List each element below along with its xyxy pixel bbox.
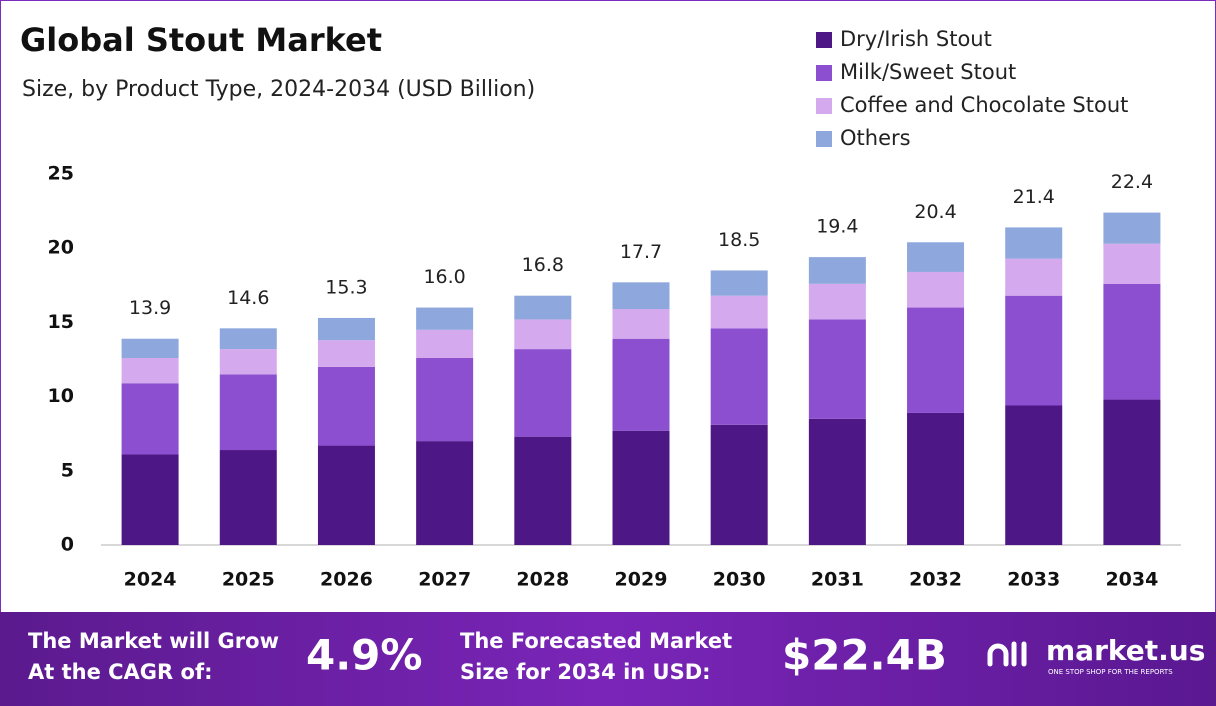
legend-label: Dry/Irish Stout [840, 27, 992, 51]
bar-segment [317, 445, 375, 545]
bar-segment [219, 374, 277, 451]
x-tick-label: 2027 [418, 569, 471, 591]
chart-title: Global Stout Market [20, 21, 382, 59]
bar-segment [1005, 258, 1063, 296]
total-label: 21.4 [1013, 186, 1055, 208]
bar-segment [416, 441, 474, 545]
forecast-text: The Forecasted Market [460, 629, 732, 653]
cagr-text: At the CAGR of: [28, 660, 213, 684]
y-tick-label: 25 [48, 163, 74, 185]
legend-swatch [816, 32, 832, 48]
y-tick-label: 5 [61, 459, 74, 481]
y-tick-label: 15 [48, 311, 74, 333]
bar-segment [416, 329, 474, 359]
bar-segment [1103, 212, 1161, 244]
legend-label: Coffee and Chocolate Stout [840, 93, 1128, 117]
bar-segment [907, 307, 965, 413]
bar-segment [219, 328, 277, 350]
cagr-value: 4.9% [306, 631, 422, 680]
x-tick-label: 2029 [615, 569, 668, 591]
bar-segment [317, 340, 375, 367]
legend-label: Milk/Sweet Stout [840, 60, 1016, 84]
forecast-value: $22.4B [782, 631, 947, 680]
x-tick-label: 2028 [516, 569, 569, 591]
bar-segment [808, 418, 866, 545]
x-tick-label: 2030 [713, 569, 766, 591]
y-tick-label: 20 [48, 237, 74, 259]
bar-segment [612, 338, 670, 431]
total-label: 13.9 [129, 297, 171, 319]
bar-segment [808, 319, 866, 419]
bar-segment [514, 295, 572, 320]
logo-icon [987, 641, 1027, 667]
total-label: 18.5 [718, 229, 760, 251]
logo-tagline: ONE STOP SHOP FOR THE REPORTS [1048, 668, 1173, 676]
bar-segment [710, 328, 768, 425]
legend-swatch [816, 65, 832, 81]
total-label: 22.4 [1111, 171, 1153, 193]
total-label: 16.0 [423, 266, 465, 288]
bar-segment [219, 450, 277, 545]
bar-segment [612, 309, 670, 339]
logo: market.us [1046, 634, 1205, 667]
bar-segment [514, 319, 572, 350]
bar-segment [907, 271, 965, 308]
legend-swatch [816, 98, 832, 114]
bar-segment [416, 358, 474, 442]
x-tick-label: 2025 [222, 569, 275, 591]
bar-segment [1103, 399, 1161, 545]
bar-segment [121, 383, 179, 455]
bar-segment [416, 307, 474, 330]
footer-band [0, 612, 1216, 706]
y-tick-label: 0 [61, 534, 74, 556]
legend-label: Others [840, 126, 911, 150]
bar-segment [514, 436, 572, 545]
bar-segment [121, 358, 179, 384]
x-tick-label: 2031 [811, 569, 864, 591]
cagr-text: The Market will Grow [28, 629, 279, 653]
x-tick-label: 2026 [320, 569, 373, 591]
bar-segment [1103, 283, 1161, 400]
bar-segment [317, 366, 375, 446]
legend-swatch [816, 131, 832, 147]
bar-segment [710, 424, 768, 545]
x-tick-label: 2033 [1007, 569, 1060, 591]
x-tick-label: 2034 [1105, 569, 1158, 591]
total-label: 16.8 [522, 254, 564, 276]
total-label: 19.4 [816, 216, 858, 238]
total-label: 20.4 [914, 201, 956, 223]
bar-segment [514, 349, 572, 437]
bar-segment [1005, 295, 1063, 406]
x-tick-label: 2032 [909, 569, 962, 591]
total-label: 17.7 [620, 241, 662, 263]
bar-segment [121, 338, 179, 359]
bar-segment [710, 295, 768, 329]
chart-subtitle: Size, by Product Type, 2024-2034 (USD Bi… [22, 77, 535, 102]
bar-segment [808, 257, 866, 284]
bar-segment [1005, 227, 1063, 259]
y-tick-label: 10 [48, 385, 74, 407]
bar-segment [1005, 405, 1063, 545]
bar-segment [907, 242, 965, 272]
bar-segment [808, 283, 866, 320]
bar-segment [317, 317, 375, 341]
bar-segment [219, 349, 277, 375]
forecast-text: Size for 2034 in USD: [460, 660, 711, 684]
total-label: 15.3 [325, 276, 367, 298]
bar-segment [612, 282, 670, 310]
bar-segment [612, 430, 670, 545]
x-tick-label: 2024 [124, 569, 177, 591]
total-label: 14.6 [227, 287, 269, 309]
bar-segment [121, 454, 179, 545]
bar-segment [907, 412, 965, 545]
bar-segment [1103, 243, 1161, 284]
bar-segment [710, 270, 768, 296]
